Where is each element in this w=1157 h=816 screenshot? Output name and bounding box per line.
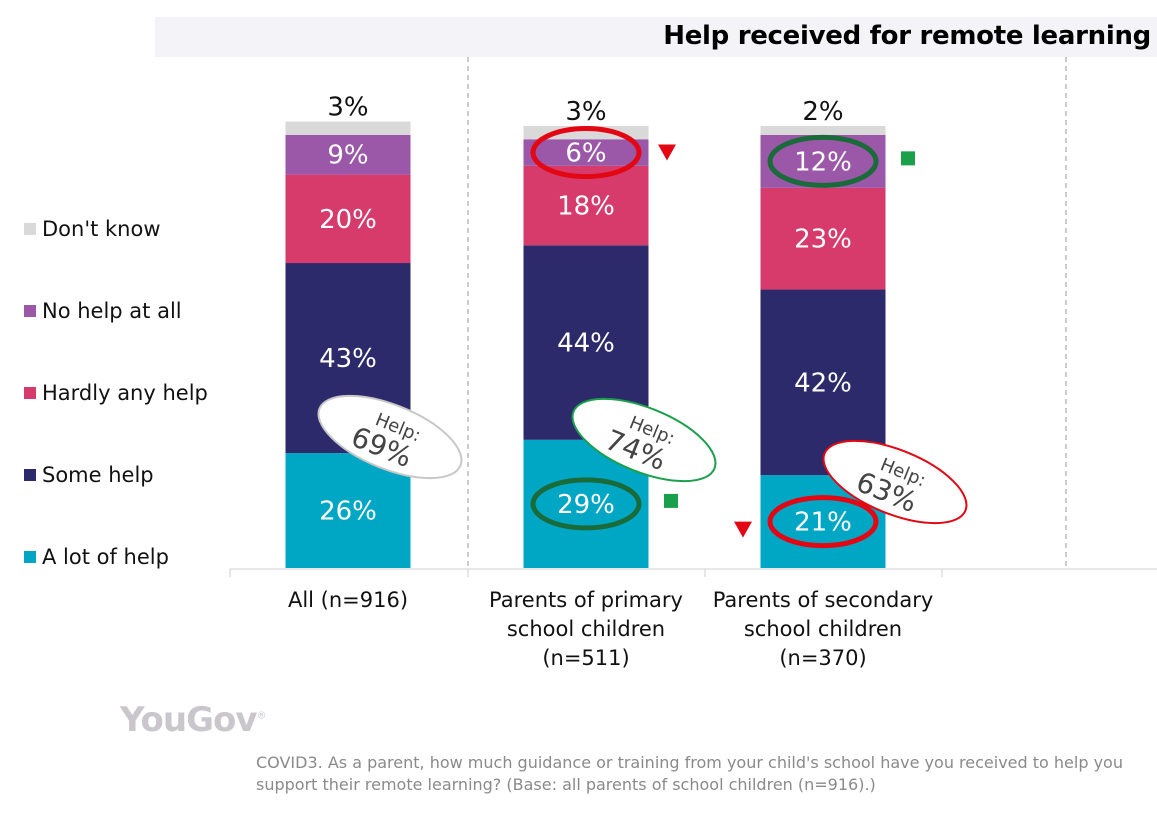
title-band: Help received for remote learning: [155, 17, 1157, 57]
data-label: 42%: [794, 368, 852, 398]
data-label: 3%: [565, 97, 606, 127]
significance-down-triangle: [734, 521, 752, 538]
help-total-callout: Help:74%: [571, 397, 717, 483]
data-label: 43%: [319, 344, 377, 374]
legend-swatch: [24, 223, 36, 235]
data-label: 12%: [794, 147, 852, 177]
significance-square-marker: [664, 493, 678, 508]
legend-item-don-t-know: Don't know: [24, 188, 208, 270]
legend-item-no-help-at-all: No help at all: [24, 270, 208, 352]
data-label: 20%: [319, 205, 377, 235]
help-total-bubble: [822, 439, 968, 525]
data-label: 18%: [557, 192, 615, 222]
footnote: COVID3. As a parent, how much guidance o…: [256, 753, 1123, 794]
help-total-bubble: [317, 394, 463, 480]
legend-label: A lot of help: [42, 545, 169, 569]
data-label: 6%: [565, 139, 606, 169]
chart-title: Help received for remote learning: [663, 21, 1151, 51]
bar-segment-don-t-know: [285, 121, 411, 135]
data-label: 26%: [319, 497, 377, 527]
bar-segment-a-lot-of-help: [285, 453, 411, 568]
data-label: 21%: [794, 508, 852, 538]
bar-segment-no-help-at-all: [285, 134, 411, 175]
help-total-callout: Help:69%: [317, 394, 463, 480]
bar-segment-don-t-know: [523, 126, 649, 140]
legend-item-hardly-any-help: Hardly any help: [24, 352, 208, 434]
highlight-ring: [530, 126, 642, 180]
highlight-ring: [767, 495, 879, 549]
legend-swatch: [24, 469, 36, 481]
data-label: 9%: [327, 141, 368, 171]
data-label: 29%: [557, 490, 615, 520]
data-label: 2%: [802, 97, 843, 127]
data-label: 3%: [327, 93, 368, 123]
category-label: Parents of primary school children (n=511): [489, 588, 683, 670]
legend-swatch: [24, 305, 36, 317]
legend-item-some-help: Some help: [24, 434, 208, 516]
legend-label: No help at all: [42, 299, 182, 323]
significance-square-marker: [901, 151, 915, 166]
yougov-logo: YouGov®: [120, 700, 267, 740]
bar-segment-no-help-at-all: [523, 139, 649, 166]
legend: Don't know No help at all Hardly any help S…: [24, 188, 208, 598]
highlight-ring: [767, 134, 879, 188]
bar-segment-hardly-any-help: [523, 165, 649, 246]
bar-segment-hardly-any-help: [285, 174, 411, 264]
data-label: 23%: [794, 225, 852, 255]
highlight-ring: [530, 477, 642, 531]
legend-label: Some help: [42, 463, 154, 487]
data-label: 44%: [557, 329, 615, 359]
legend-item-a-lot-of-help: A lot of help: [24, 516, 208, 598]
category-label: All (n=916): [287, 588, 409, 612]
category-label: Parents of secondary school children (n=37…: [712, 588, 934, 670]
legend-swatch: [24, 387, 36, 399]
legend-swatch: [24, 551, 36, 563]
legend-label: Hardly any help: [42, 381, 208, 405]
significance-down-triangle: [658, 144, 676, 161]
bar-segment-don-t-know: [760, 126, 886, 135]
help-total-callout: Help:63%: [822, 439, 968, 525]
legend-label: Don't know: [42, 217, 161, 241]
bar-segment-hardly-any-help: [760, 187, 886, 290]
help-total-bubble: [571, 397, 717, 483]
